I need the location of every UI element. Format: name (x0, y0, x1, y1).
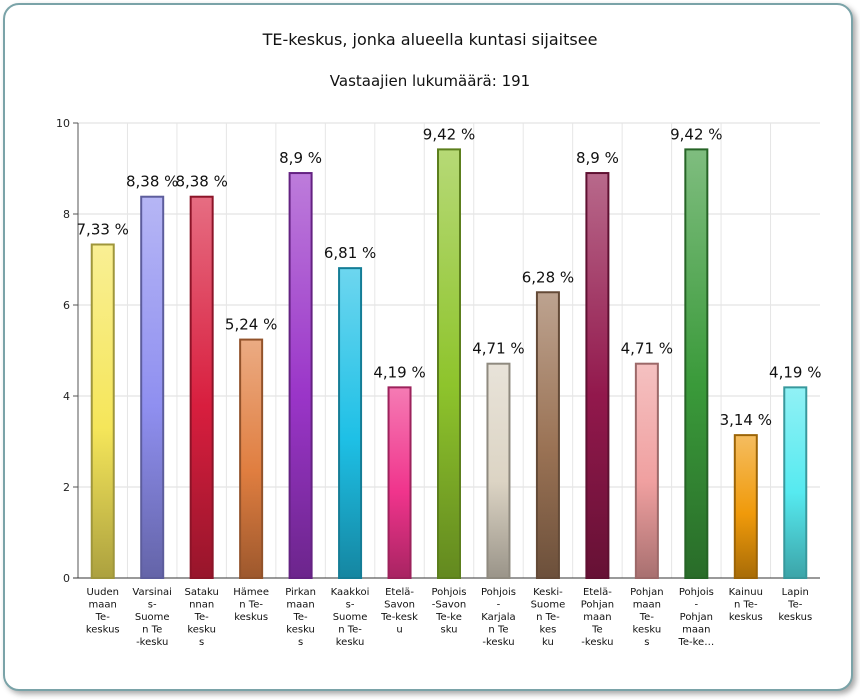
x-tick-label: Pohjan maan Te-kesku s (630, 587, 663, 648)
chart-title: TE-keskus, jonka alueella kuntasi sijait… (262, 30, 598, 49)
value-label: 3,14 % (720, 411, 772, 429)
value-label: 4,19 % (373, 363, 425, 381)
bar (684, 148, 709, 579)
x-tick-label: Uuden maan Te-keskus (86, 587, 120, 636)
value-label: 6,81 % (324, 244, 376, 262)
value-label: 9,42 % (670, 125, 722, 143)
value-label: 6,28 % (522, 268, 574, 286)
x-tick-label: Pohjois -Pohjan maan Te-ke… (677, 587, 714, 648)
value-label: 8,38 % (175, 173, 227, 191)
x-tick-label: Lapin Te-keskus (778, 587, 812, 623)
value-label: 4,19 % (769, 363, 821, 381)
value-label: 4,71 % (621, 340, 673, 358)
bar (387, 386, 412, 580)
bar (338, 267, 363, 579)
y-tick-label: 6 (63, 299, 70, 312)
bar (535, 291, 560, 579)
bar (585, 172, 610, 580)
value-label: 7,33 % (77, 220, 129, 238)
bar (486, 362, 511, 579)
x-tick-label: Kaakkoi s-Suome n Te-kesku (331, 587, 370, 648)
bar (90, 243, 115, 580)
y-tick-label: 4 (63, 390, 70, 403)
value-label: 8,9 % (279, 149, 322, 167)
value-label: 5,24 % (225, 316, 277, 334)
bar (437, 148, 461, 579)
x-tick-label: Keski-Suome n Te-kes ku (531, 587, 566, 648)
value-label: 9,42 % (423, 125, 475, 143)
x-axis-labels: Uuden maan Te-keskus Varsinai s-Suome n Te -ke… (86, 587, 812, 648)
x-tick-label: Etelä-Savon Te-kesk u (380, 587, 418, 636)
y-tick-label: 8 (63, 208, 70, 221)
x-tick-label: Pohjois -Karjala n Te -kesku (481, 587, 516, 648)
value-label: 8,38 % (126, 173, 178, 191)
x-tick-label: Pirkan maan Te-kesku s (285, 587, 316, 648)
bar (783, 386, 808, 580)
x-tick-label: Kainuu n Te-keskus (729, 587, 763, 623)
y-tick-label: 2 (63, 481, 70, 494)
bar (733, 434, 758, 579)
x-tick-label: Sataku nnan Te-kesku s (184, 587, 218, 648)
x-tick-label: Hämee n Te-keskus (233, 587, 269, 623)
x-tick-label: Etelä-Pohjan maan Te -kesku (581, 587, 614, 648)
bar (288, 172, 313, 580)
value-labels: 7,33 % 8,38 %8,38 % 5,24 % 8,9 % 6,81 % 4,19 … (77, 125, 822, 429)
bar (140, 195, 165, 580)
value-label: 8,9 % (576, 149, 619, 167)
bar (634, 362, 659, 579)
chart-subtitle: Vastaajien lukumäärä: 191 (329, 72, 531, 90)
x-tick-label: Varsinai s-Suome n Te -kesku (132, 587, 172, 648)
bar (239, 338, 264, 579)
bar (189, 195, 214, 580)
y-tick-label: 10 (56, 117, 70, 130)
y-tick-label: 0 (63, 572, 70, 585)
x-tick-label: Pohjois -Savon Te-ke sku (431, 587, 466, 636)
value-label: 4,71 % (472, 340, 524, 358)
bars (90, 148, 808, 580)
